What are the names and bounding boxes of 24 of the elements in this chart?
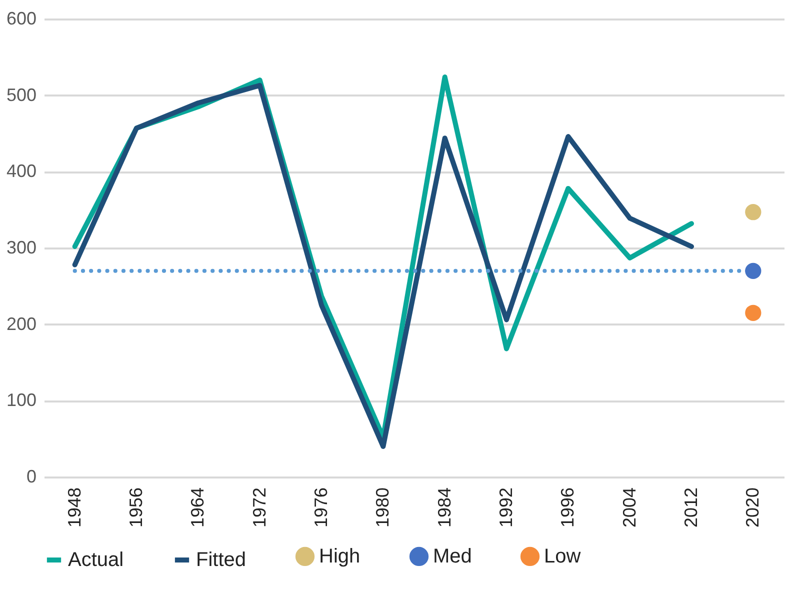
y-tick-label: 0 [26,466,36,486]
x-tick-label: 2020 [742,488,763,528]
legend-label: Med [433,545,472,568]
y-tick-label: 400 [6,161,36,182]
x-tick-label: 1976 [311,488,331,528]
x-tick-label: 1956 [126,488,146,528]
legend-label: High [319,545,360,568]
legend-label: Fitted [196,549,246,571]
x-tick-label: 2004 [619,488,640,528]
y-tick-label: 200 [6,314,36,334]
x-tick-label: 1964 [188,488,208,528]
x-tick-label: 1980 [372,488,393,528]
legend-label: Actual [68,549,124,571]
y-tick-label: 600 [6,8,36,28]
legend-label: Low [544,545,582,568]
x-tick-label: 1972 [249,488,270,528]
x-tick-label: 1996 [558,488,578,528]
x-tick-label: 1948 [64,488,84,528]
x-tick-label: 2012 [681,488,701,528]
x-tick-label: 1992 [496,488,516,528]
x-tick-label: 1984 [434,488,454,528]
y-tick-label: 300 [6,238,36,258]
y-tick-label: 500 [6,84,36,105]
y-tick-label: 100 [6,390,36,410]
